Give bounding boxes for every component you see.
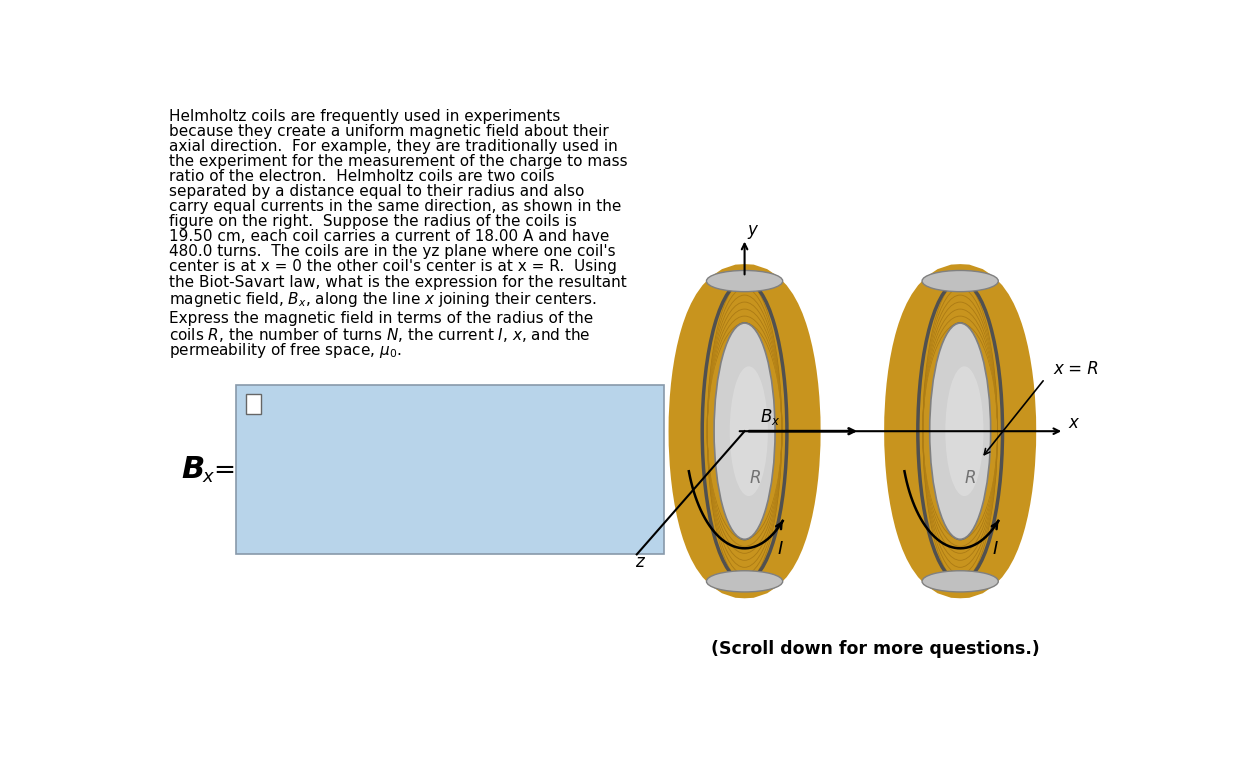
Text: the Biot-Savart law, what is the expression for the resultant: the Biot-Savart law, what is the express… xyxy=(169,274,626,290)
Text: z: z xyxy=(635,553,644,571)
Text: ratio of the electron.  Helmholtz coils are two coils: ratio of the electron. Helmholtz coils a… xyxy=(169,169,554,184)
Ellipse shape xyxy=(730,367,768,496)
Ellipse shape xyxy=(918,281,1003,581)
Text: =: = xyxy=(214,458,235,484)
Ellipse shape xyxy=(716,323,774,539)
Text: because they create a uniform magnetic field about their: because they create a uniform magnetic f… xyxy=(169,124,609,139)
Text: separated by a distance equal to their radius and also: separated by a distance equal to their r… xyxy=(169,184,584,199)
Text: carry equal currents in the same direction, as shown in the: carry equal currents in the same directi… xyxy=(169,199,621,214)
Ellipse shape xyxy=(706,571,782,592)
Text: R: R xyxy=(965,469,976,487)
Text: x: x xyxy=(202,467,212,486)
Text: x = R: x = R xyxy=(1054,360,1099,378)
Text: magnetic field, $B_x$, along the line $x$ joining their centers.: magnetic field, $B_x$, along the line $x… xyxy=(169,290,596,309)
Text: R: R xyxy=(749,469,761,487)
Text: I: I xyxy=(992,541,998,558)
Text: 19.50 cm, each coil carries a current of 18.00 A and have: 19.50 cm, each coil carries a current of… xyxy=(169,229,609,244)
Ellipse shape xyxy=(930,323,991,539)
Ellipse shape xyxy=(922,270,999,292)
Text: center is at x = 0 the other coil's center is at x = R.  Using: center is at x = 0 the other coil's cent… xyxy=(169,259,616,274)
Text: Express the magnetic field in terms of the radius of the: Express the magnetic field in terms of t… xyxy=(169,310,592,326)
Ellipse shape xyxy=(706,270,782,292)
Text: $\boldsymbol{B}$: $\boldsymbol{B}$ xyxy=(181,455,204,484)
Bar xyxy=(245,394,261,414)
Ellipse shape xyxy=(714,323,775,539)
Text: x: x xyxy=(1068,414,1078,432)
Text: permeability of free space, $\mu_0$.: permeability of free space, $\mu_0$. xyxy=(169,340,401,360)
Text: axial direction.  For example, they are traditionally used in: axial direction. For example, they are t… xyxy=(169,139,618,154)
Text: figure on the right.  Suppose the radius of the coils is: figure on the right. Suppose the radius … xyxy=(169,214,576,229)
Ellipse shape xyxy=(931,323,989,539)
Text: y: y xyxy=(748,221,758,239)
Ellipse shape xyxy=(703,281,788,581)
Text: (Scroll down for more questions.): (Scroll down for more questions.) xyxy=(711,641,1040,658)
Ellipse shape xyxy=(945,367,984,496)
Text: coils $R$, the number of turns $N$, the current $I$, $x$, and the: coils $R$, the number of turns $N$, the … xyxy=(169,326,590,343)
Text: the experiment for the measurement of the charge to mass: the experiment for the measurement of th… xyxy=(169,154,628,169)
Text: I: I xyxy=(778,541,782,558)
Bar xyxy=(236,385,664,554)
Text: Helmholtz coils are frequently used in experiments: Helmholtz coils are frequently used in e… xyxy=(169,109,560,124)
Text: 480.0 turns.  The coils are in the yz plane where one coil's: 480.0 turns. The coils are in the yz pla… xyxy=(169,244,615,259)
Ellipse shape xyxy=(922,571,999,592)
Text: $B_x$: $B_x$ xyxy=(760,407,780,427)
